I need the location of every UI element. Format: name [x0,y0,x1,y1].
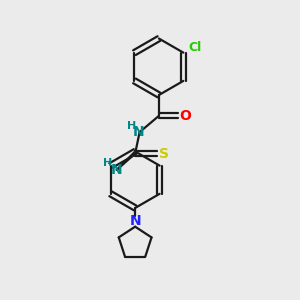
Text: N: N [133,125,145,139]
Text: S: S [159,147,169,160]
Text: N: N [110,163,122,177]
Text: N: N [129,214,141,228]
Text: Cl: Cl [188,41,201,54]
Text: O: O [180,109,192,123]
Text: H: H [127,121,136,130]
Text: H: H [103,158,112,168]
